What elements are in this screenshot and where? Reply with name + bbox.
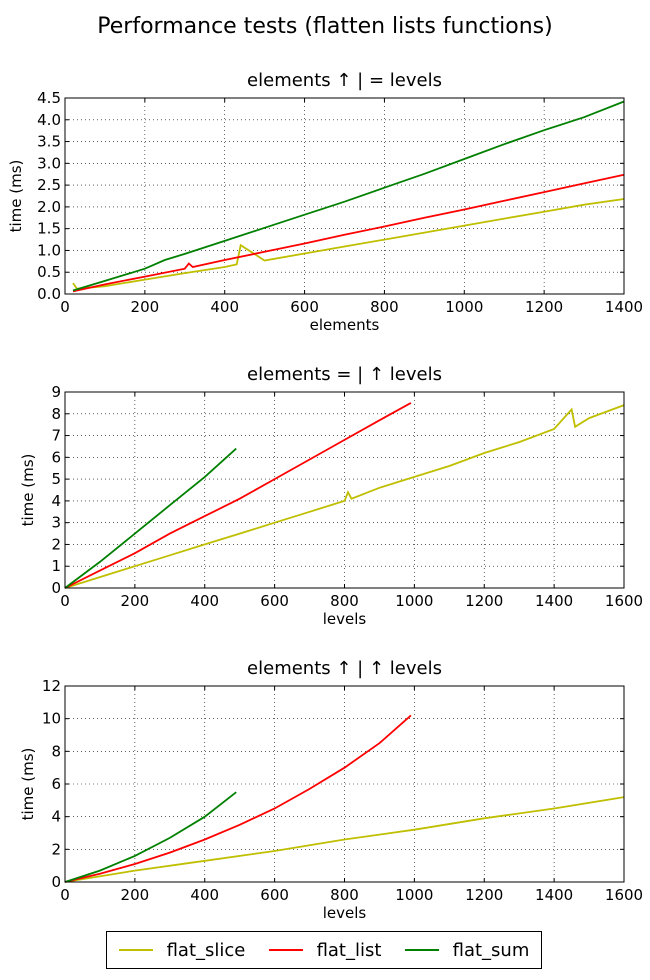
y-tick-label: 5 xyxy=(51,470,61,488)
x-tick-label: 1000 xyxy=(395,886,433,904)
y-tick-label: 0.0 xyxy=(37,285,61,303)
y-tick-label: 3.5 xyxy=(37,133,61,151)
y-tick-label: 1.0 xyxy=(37,241,61,259)
y-tick-label: 8 xyxy=(51,405,61,423)
series-line-flat-list xyxy=(64,402,412,589)
legend-label-flat-slice: flat_slice xyxy=(166,939,246,961)
x-tick-label: 1600 xyxy=(605,886,643,904)
x-axis-label: elements xyxy=(310,316,380,334)
chart-canvas: 0 200 400 600 800 1000 1200 14000.00.51.01.52.0… xyxy=(7,70,643,922)
legend-swatch-flat-list xyxy=(268,949,303,951)
series-line-flat-list xyxy=(72,173,625,293)
x-tick-label: 1400 xyxy=(535,592,573,610)
x-tick-label: 1000 xyxy=(395,592,433,610)
y-tick-label: 6 xyxy=(51,448,61,466)
x-tick-label: 600 xyxy=(290,298,319,316)
legend-item-flat-slice: flat_slice xyxy=(118,939,246,961)
x-tick-label: 800 xyxy=(330,886,359,904)
plot-frame xyxy=(64,391,625,589)
x-axis-label: levels xyxy=(323,904,367,922)
x-tick-label: 1200 xyxy=(465,886,503,904)
legend: flat_slice flat_list flat_sum xyxy=(106,931,542,969)
x-tick-label: 400 xyxy=(190,886,219,904)
y-tick-label: 0 xyxy=(51,873,61,891)
legend-label-flat-list: flat_list xyxy=(316,939,382,961)
y-tick-label: 3 xyxy=(51,514,61,532)
y-tick-label: 3.0 xyxy=(37,154,61,172)
series-line-flat-list xyxy=(64,714,412,883)
chart-1: 0 200 400 600 800 1000 1200 1400 0.0 0.5 1.0 1.5 2.0… xyxy=(7,70,643,334)
y-tick-label: 0.5 xyxy=(37,263,61,281)
y-tick-label: 2.5 xyxy=(37,176,61,194)
x-tick-label: 1200 xyxy=(465,592,503,610)
series-line-flat-slice xyxy=(64,796,625,883)
y-axis-label: time (ms) xyxy=(19,454,37,527)
legend-label-flat-sum: flat_sum xyxy=(452,939,530,961)
y-tick-label: 7 xyxy=(51,427,61,445)
x-tick-label: 600 xyxy=(260,592,289,610)
plot-frame xyxy=(64,97,625,295)
y-tick-label: 2.0 xyxy=(37,198,61,216)
x-tick-label: 800 xyxy=(330,592,359,610)
y-tick-label: 10 xyxy=(42,710,61,728)
x-tick-label: 400 xyxy=(190,592,219,610)
series-line-flat-slice xyxy=(64,404,625,589)
y-tick-label: 4.5 xyxy=(37,89,61,107)
x-axis-label: levels xyxy=(323,610,367,628)
y-tick-label: 0 xyxy=(51,579,61,597)
x-tick-label: 600 xyxy=(260,886,289,904)
series-line-flat-sum xyxy=(72,100,625,292)
y-tick-label: 2 xyxy=(51,535,61,553)
x-tick-label: 0 xyxy=(60,886,70,904)
y-axis-label: time (ms) xyxy=(7,160,25,233)
chart-2: 0 200 400 600 800 1000 1200 1400 1600 0 1 2 3 4 5 6 7 8 9 e… xyxy=(19,364,643,628)
legend-swatch-flat-sum xyxy=(404,949,439,951)
legend-item-flat-sum: flat_sum xyxy=(404,939,530,961)
y-tick-label: 12 xyxy=(42,677,61,695)
figure-title: Performance tests (flatten lists functio… xyxy=(97,14,553,39)
x-tick-label: 800 xyxy=(370,298,399,316)
x-tick-label: 400 xyxy=(210,298,239,316)
legend-item-flat-list: flat_list xyxy=(268,939,382,961)
x-tick-label: 1600 xyxy=(605,592,643,610)
x-tick-label: 1400 xyxy=(535,886,573,904)
x-tick-label: 200 xyxy=(121,886,150,904)
y-tick-label: 4 xyxy=(51,808,61,826)
y-tick-label: 9 xyxy=(51,383,61,401)
subplot-title: elements ↑ | = levels xyxy=(247,70,442,91)
y-tick-label: 2 xyxy=(51,840,61,858)
y-tick-label: 4 xyxy=(51,492,61,510)
x-tick-label: 0 xyxy=(60,592,70,610)
y-axis-label: time (ms) xyxy=(19,748,37,821)
y-tick-label: 6 xyxy=(51,775,61,793)
x-tick-label: 200 xyxy=(131,298,160,316)
series-line-flat-slice xyxy=(72,198,625,290)
x-tick-label: 200 xyxy=(121,592,150,610)
y-tick-label: 1 xyxy=(51,557,61,575)
x-tick-label: 1200 xyxy=(525,298,563,316)
x-tick-label: 0 xyxy=(60,298,70,316)
subplot-title: elements = | ↑ levels xyxy=(247,364,442,385)
x-tick-label: 1000 xyxy=(445,298,483,316)
y-tick-label: 8 xyxy=(51,742,61,760)
y-tick-label: 4.0 xyxy=(37,111,61,129)
y-tick-label: 1.5 xyxy=(37,220,61,238)
plot-frame xyxy=(64,685,625,883)
series-line-flat-sum xyxy=(64,447,237,589)
subplot-title: elements ↑ | ↑ levels xyxy=(247,658,442,679)
chart-3: 0 200 400 600 800 1000 1200 1400 1600 0 2 4 6 8 10 12 el… xyxy=(19,658,643,922)
x-tick-label: 1400 xyxy=(605,298,643,316)
legend-swatch-flat-slice xyxy=(118,949,153,951)
series-line-flat-sum xyxy=(64,791,237,883)
